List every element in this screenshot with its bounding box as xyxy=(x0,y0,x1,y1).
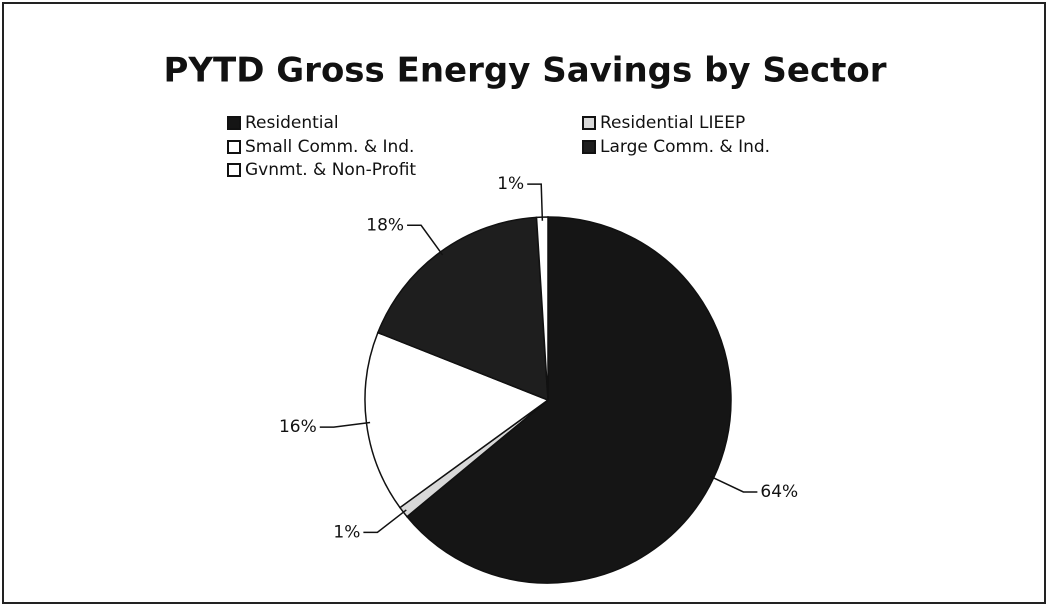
legend-swatch xyxy=(227,163,241,177)
data-label: 64% xyxy=(760,482,798,502)
legend-label: Gvnmt. & Non-Profit xyxy=(245,160,416,180)
leader-line xyxy=(407,224,444,256)
leader-line xyxy=(319,421,371,428)
chart-title: PYTD Gross Energy Savings by Sector xyxy=(163,51,886,91)
legend-label: Small Comm. & Ind. xyxy=(245,137,414,157)
data-label: 1% xyxy=(497,174,524,194)
legend-swatch xyxy=(227,140,241,154)
legend-swatch xyxy=(582,140,596,154)
leader-line xyxy=(709,475,758,493)
legend-swatch xyxy=(227,116,241,130)
data-label: 1% xyxy=(333,522,360,542)
data-label: 18% xyxy=(366,215,404,235)
legend-label: Residential xyxy=(245,113,339,133)
legend-swatch xyxy=(582,116,596,130)
data-label: 16% xyxy=(279,417,317,437)
legend-label: Residential LIEEP xyxy=(600,113,745,133)
leader-line xyxy=(363,509,407,534)
legend-label: Large Comm. & Ind. xyxy=(600,137,770,157)
leader-line xyxy=(527,183,544,221)
